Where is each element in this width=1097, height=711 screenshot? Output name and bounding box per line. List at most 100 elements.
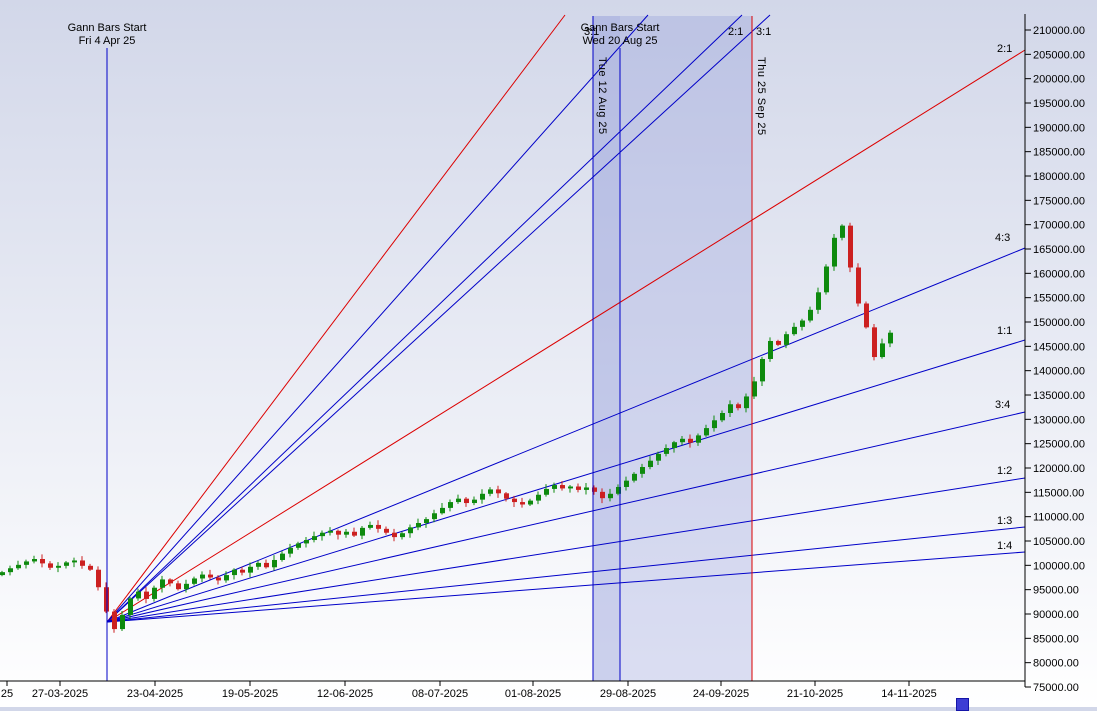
x-axis: 25 27-03-2025 23-04-2025 19-05-2025 12-06-20… — [0, 680, 1025, 700]
gann-ray-unlabeled — [106, 14, 649, 623]
y-axis-tick-label: 205000.00 — [1033, 49, 1085, 61]
candle — [888, 330, 893, 348]
gann-ray-1:3 — [106, 526, 1026, 623]
candle — [352, 527, 357, 538]
candle — [672, 440, 677, 453]
candle — [360, 526, 365, 540]
y-axis-tick-label: 190000.00 — [1033, 122, 1085, 134]
candle — [168, 578, 173, 587]
candle — [224, 571, 229, 583]
y-axis-tick-label: 185000.00 — [1033, 147, 1085, 159]
candle — [320, 530, 325, 541]
fan-ratio-label: 1:2 — [997, 465, 1012, 477]
chart-resize-handle[interactable] — [956, 698, 969, 711]
candle — [64, 561, 69, 569]
fan-ratio-label: 1:4 — [997, 540, 1012, 552]
candle — [264, 559, 269, 569]
candle — [656, 451, 661, 465]
y-axis-tick-label: 120000.00 — [1033, 463, 1085, 475]
candle — [232, 568, 237, 580]
x-axis-tick-label: 27-03-2025 — [32, 688, 88, 700]
candle — [0, 570, 5, 577]
candle — [592, 485, 597, 495]
candle — [256, 560, 261, 570]
gann-start-date: Fri 4 Apr 25 — [78, 35, 136, 47]
candle — [560, 481, 565, 491]
candle — [744, 393, 749, 413]
candle — [384, 526, 389, 535]
y-axis-tick-label: 100000.00 — [1033, 560, 1085, 572]
candle — [312, 531, 317, 543]
candle — [160, 575, 165, 593]
x-axis-tick-label: 12-06-2025 — [317, 688, 373, 700]
candle — [696, 433, 701, 446]
candle — [368, 521, 373, 530]
x-axis-tick-label: 08-07-2025 — [412, 688, 468, 700]
y-axis-tick-label: 210000.00 — [1033, 25, 1085, 37]
candle — [288, 543, 293, 558]
fan-ratio-label: 3:4 — [995, 399, 1010, 411]
candle — [848, 222, 853, 273]
y-axis-tick-label: 145000.00 — [1033, 341, 1085, 353]
event-date-label-25-sep: Thu 25 Sep 25 — [755, 57, 767, 136]
y-axis-tick-label: 90000.00 — [1033, 609, 1079, 621]
candle — [632, 472, 637, 483]
candle — [736, 402, 741, 411]
candle — [808, 306, 813, 323]
candle — [472, 496, 477, 506]
gann-ray-2:1 — [106, 14, 743, 623]
y-axis-tick-label: 170000.00 — [1033, 220, 1085, 232]
candle — [376, 520, 381, 533]
candle — [704, 424, 709, 437]
candle — [456, 494, 461, 504]
candle — [784, 331, 789, 349]
candle — [464, 496, 469, 507]
candle — [536, 491, 541, 505]
x-axis-tick-label: 29-08-2025 — [600, 688, 656, 700]
gann-ray-3:1 — [106, 14, 566, 623]
fan-ratio-label: 2:1 — [997, 43, 1012, 55]
event-date-label-12-aug: Tue 12 Aug 25 — [596, 57, 608, 135]
gann-start-title: Gann Bars Start — [580, 22, 660, 34]
fan-ratio-label: 3:1 — [584, 26, 599, 38]
candle — [520, 497, 525, 508]
candle — [56, 562, 61, 573]
candle — [760, 356, 765, 387]
candle — [16, 560, 21, 570]
candle — [512, 495, 517, 507]
y-axis-tick-label: 160000.00 — [1033, 268, 1085, 280]
gann-start-title: Gann Bars Start — [67, 22, 147, 34]
candle — [624, 476, 629, 491]
candle — [280, 551, 285, 562]
y-axis-tick-label: 80000.00 — [1033, 658, 1079, 670]
candle — [80, 556, 85, 569]
candle — [576, 483, 581, 493]
candle — [488, 487, 493, 497]
candle — [616, 484, 621, 496]
candle — [328, 527, 333, 536]
price-bars — [0, 222, 893, 633]
fan-ratio-label: 4:3 — [995, 232, 1010, 244]
candle — [720, 410, 725, 423]
candle — [392, 528, 397, 542]
candle — [448, 499, 453, 512]
candle — [776, 339, 781, 347]
gann-ray-4:3 — [106, 247, 1026, 623]
candle — [872, 323, 877, 361]
candle — [200, 571, 205, 583]
candle — [752, 376, 757, 400]
candle — [48, 561, 53, 571]
y-axis-tick-label: 85000.00 — [1033, 633, 1079, 645]
candle — [880, 338, 885, 359]
gann-ray-3:4 — [106, 411, 1026, 623]
y-axis-tick-label: 195000.00 — [1033, 98, 1085, 110]
y-axis-tick-label: 115000.00 — [1033, 487, 1084, 499]
candle — [864, 301, 869, 329]
candle — [424, 517, 429, 528]
y-axis-tick-label: 175000.00 — [1033, 195, 1085, 207]
y-axis-tick-label: 135000.00 — [1033, 390, 1085, 402]
candle — [416, 518, 421, 531]
fan-ratio-label: 1:1 — [997, 325, 1012, 337]
